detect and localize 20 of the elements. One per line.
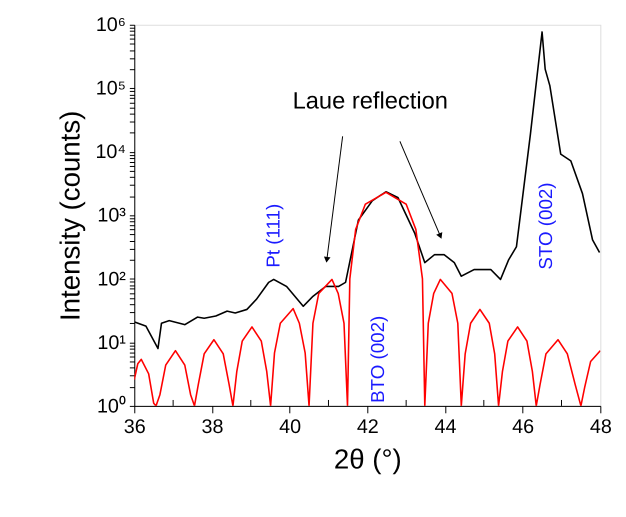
annotation: BTO (002) bbox=[367, 316, 388, 403]
y-tick-label: 10¹ bbox=[97, 332, 126, 354]
y-tick-label: 10⁵ bbox=[96, 78, 126, 100]
annotation: Laue reflection bbox=[292, 88, 448, 115]
x-tick-label: 44 bbox=[434, 416, 456, 438]
x-tick-label: 48 bbox=[590, 416, 612, 438]
annotation: Pt (111) bbox=[262, 204, 284, 268]
x-tick-label: 42 bbox=[356, 416, 379, 438]
x-tick-label: 38 bbox=[201, 416, 224, 438]
x-tick-label: 36 bbox=[124, 416, 146, 438]
y-tick-label: 10² bbox=[97, 268, 126, 290]
y-tick-label: 10⁶ bbox=[96, 14, 126, 36]
annotation: STO (002) bbox=[534, 182, 556, 270]
x-tick-label: 40 bbox=[279, 416, 302, 438]
y-tick-label: 10⁴ bbox=[95, 141, 126, 164]
y-tick-label: 10³ bbox=[97, 204, 126, 227]
y-axis-title: Intensity (counts) bbox=[54, 110, 86, 321]
x-axis-title: 2θ (°) bbox=[334, 444, 402, 475]
y-tick-label: 10⁰ bbox=[96, 395, 126, 418]
x-tick-label: 46 bbox=[512, 416, 534, 438]
